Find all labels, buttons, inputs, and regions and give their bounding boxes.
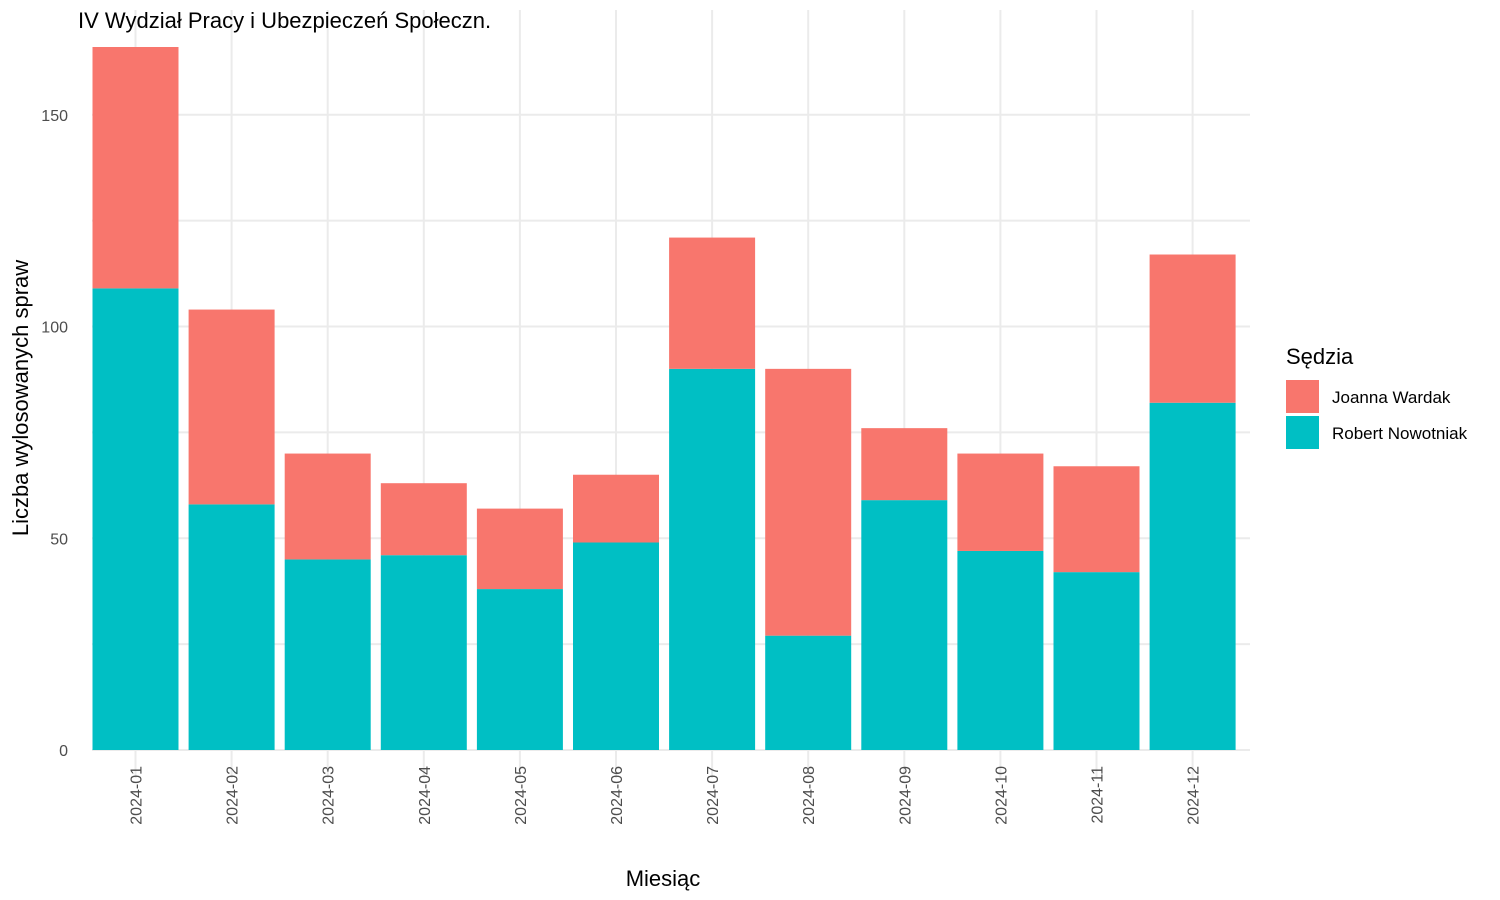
bar-2024-06-robert-nowotniak <box>573 542 659 750</box>
y-tick-label: 50 <box>50 531 68 548</box>
bar-2024-02-joanna-wardak <box>188 309 275 505</box>
bar-2024-09-joanna-wardak <box>861 428 948 501</box>
x-tick-label: 2024-04 <box>417 766 434 825</box>
x-tick-label: 2024-03 <box>321 766 338 825</box>
legend-label: Robert Nowotniak <box>1332 424 1468 443</box>
bar-2024-11-robert-nowotniak <box>1053 572 1140 750</box>
bar-2024-10-joanna-wardak <box>957 453 1044 551</box>
legend-swatch <box>1286 416 1319 449</box>
chart-title: IV Wydział Pracy i Ubezpieczeń Społeczn. <box>78 8 491 33</box>
bar-2024-07-joanna-wardak <box>669 237 756 369</box>
x-axis-title: Miesiąc <box>626 866 701 891</box>
bar-2024-05-joanna-wardak <box>476 508 563 590</box>
y-tick-label: 0 <box>59 743 68 760</box>
y-axis-title: Liczba wylosowanych spraw <box>8 260 33 536</box>
bar-2024-12-joanna-wardak <box>1149 254 1236 403</box>
y-tick-label: 150 <box>41 108 68 125</box>
legend-title: Sędzia <box>1286 344 1354 369</box>
bar-2024-07-robert-nowotniak <box>669 368 756 750</box>
x-tick-label: 2024-12 <box>1186 766 1203 825</box>
bar-2024-01-joanna-wardak <box>92 47 179 289</box>
bar-2024-10-robert-nowotniak <box>957 550 1044 750</box>
x-axis-ticks: 2024-01 2024-02 2024-03 2024-04 2024-05 2024-… <box>129 766 1203 825</box>
bar-2024-02-robert-nowotniak <box>188 504 275 750</box>
bar-2024-05-robert-nowotniak <box>476 589 563 750</box>
x-tick-label: 2024-10 <box>993 766 1010 825</box>
bar-2024-08-robert-nowotniak <box>765 635 852 750</box>
x-tick-label: 2024-01 <box>129 766 146 825</box>
bar-2024-09-robert-nowotniak <box>861 500 948 750</box>
bar-2024-04-robert-nowotniak <box>380 555 467 750</box>
bar-2024-11-joanna-wardak <box>1053 466 1140 573</box>
x-tick-label: 2024-05 <box>513 766 530 825</box>
legend-label: Joanna Wardak <box>1332 388 1451 407</box>
bars <box>92 47 1236 750</box>
y-axis-ticks: 0 50 100 150 <box>41 108 68 760</box>
x-tick-label: 2024-09 <box>897 766 914 825</box>
bar-2024-03-robert-nowotniak <box>284 559 371 750</box>
bar-2024-08-joanna-wardak <box>765 368 852 636</box>
bar-2024-01-robert-nowotniak <box>92 288 179 750</box>
bar-2024-04-joanna-wardak <box>380 483 467 556</box>
bar-2024-03-joanna-wardak <box>284 453 371 560</box>
bar-2024-06-joanna-wardak <box>573 474 659 543</box>
legend-swatch <box>1286 380 1319 413</box>
bar-2024-12-robert-nowotniak <box>1149 402 1236 750</box>
y-tick-label: 100 <box>41 320 68 337</box>
x-tick-label: 2024-06 <box>609 766 626 825</box>
x-tick-label: 2024-02 <box>225 766 242 825</box>
x-tick-label: 2024-11 <box>1090 766 1107 824</box>
x-tick-label: 2024-07 <box>705 766 722 825</box>
x-tick-label: 2024-08 <box>801 766 818 825</box>
legend: Sędzia Joanna Wardak Robert Nowotniak <box>1286 344 1468 449</box>
